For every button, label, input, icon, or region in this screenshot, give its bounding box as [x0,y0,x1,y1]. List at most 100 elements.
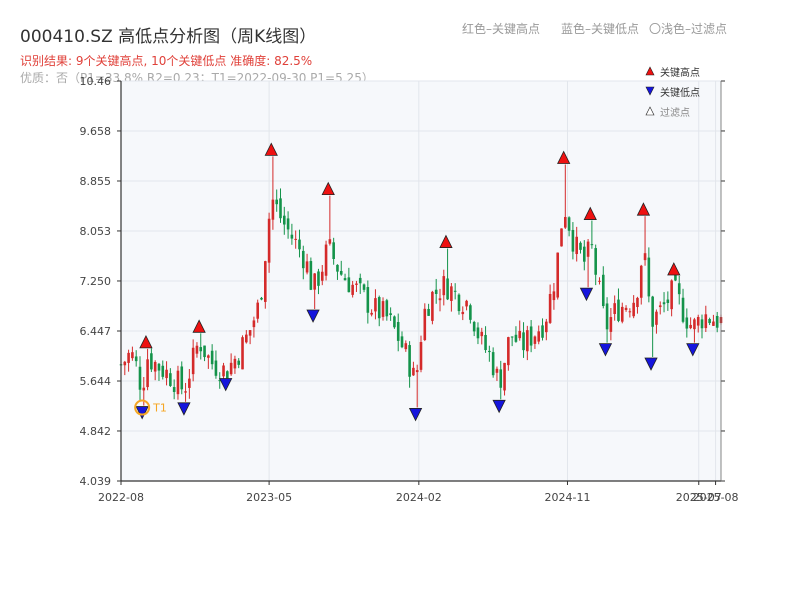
candle-body [605,303,609,330]
candle-body [400,336,404,348]
candle-body [526,330,529,352]
x-tick-label: 2025-07 [676,491,722,504]
candle-body [617,299,620,321]
key-high-marker [439,234,453,248]
legend-filtered-icon [645,106,655,116]
candle-body [704,314,708,329]
candle-body [480,331,484,337]
candle-body [142,387,146,391]
candle-body [358,277,362,284]
candle-body [305,261,309,273]
candle-body [153,361,157,372]
candle-body [328,239,332,244]
candle-body [567,217,571,231]
candle-body [180,366,184,390]
candle-body [579,242,582,250]
candle-body [601,274,605,307]
candle-body [507,337,510,366]
candle-body [252,320,256,328]
legend-red-text: 红色–关键高点 [462,22,541,36]
candle-body [431,291,434,321]
candle-body [548,293,552,323]
candle-body [590,244,594,246]
key-low-marker [177,402,191,416]
candle-body [301,250,305,269]
x-tick-label: 2024-02 [396,491,442,504]
key-low-marker [579,287,594,302]
candle-body [188,378,191,388]
candle-body [408,345,411,377]
candle-body [339,270,343,275]
candle-body [150,353,153,370]
y-tick-label: 7.250 [80,275,112,288]
candle-body [419,342,423,370]
candle-body [423,308,427,341]
candle-body [222,365,225,377]
chart-title: 000410.SZ 高低点分析图（周K线图） [20,27,317,47]
candle-body [552,291,556,301]
y-tick-label: 10.46 [80,75,112,88]
candle-body [575,236,578,255]
candle-body [245,334,248,343]
legend-filtered-label: 过滤点 [660,106,690,119]
candle-body [685,317,689,329]
candle-body [199,347,203,352]
candle-body [298,239,301,250]
key-low-marker [598,343,613,357]
candle-body [290,234,294,239]
candle-body [404,343,408,350]
legend-grey-text: 〇浅色–过滤点 [649,22,728,36]
candle-body [662,302,666,305]
key-low-marker [219,378,233,392]
candle-body [693,319,696,330]
y-tick-label: 8.053 [80,225,112,238]
key-high-marker [557,150,571,164]
candle-body [620,306,624,322]
candle-body [488,350,491,353]
key-high-marker [139,334,153,349]
candle-body [248,330,252,336]
candle-body [700,319,704,329]
y-tick-label: 6.447 [80,325,112,338]
candle-body [332,242,335,259]
candle-body [522,332,525,351]
candle-body [632,302,635,317]
candle-body [529,326,533,346]
candle-body [412,367,415,376]
x-tick-label: 2024-11 [544,491,590,504]
candle-body [275,199,278,205]
candle-body [647,257,651,297]
key-low-marker [644,357,658,371]
key-low-marker [686,343,700,357]
candle-body [370,312,373,315]
candle-body [267,218,271,263]
candle-body [636,297,639,308]
candle-body [355,283,358,285]
legend-low-label: 关键低点 [660,86,700,99]
key-high-marker [583,206,597,220]
candle-body [708,319,711,324]
candle-body [582,246,586,262]
candle-body [347,277,351,293]
candle-body [571,229,575,252]
key-high-marker [667,262,681,276]
legend-high-label: 关键高点 [660,66,700,79]
candle-body [461,311,465,315]
candle-body [450,286,453,301]
candle-body [309,261,313,290]
t1-label: T1 [152,402,167,415]
candle-body [427,308,430,316]
candle-body [264,261,267,302]
candle-body [438,298,442,301]
candle-body [594,248,597,275]
candle-body [313,273,316,290]
legend-blue-text: 蓝色–关键低点 [561,22,640,36]
key-low-marker [135,406,149,420]
candle-body [279,198,282,219]
key-high-marker [321,181,335,196]
candle-body [260,297,263,300]
candle-body [499,369,503,388]
candle-body [465,300,468,307]
candle-body [294,238,297,240]
